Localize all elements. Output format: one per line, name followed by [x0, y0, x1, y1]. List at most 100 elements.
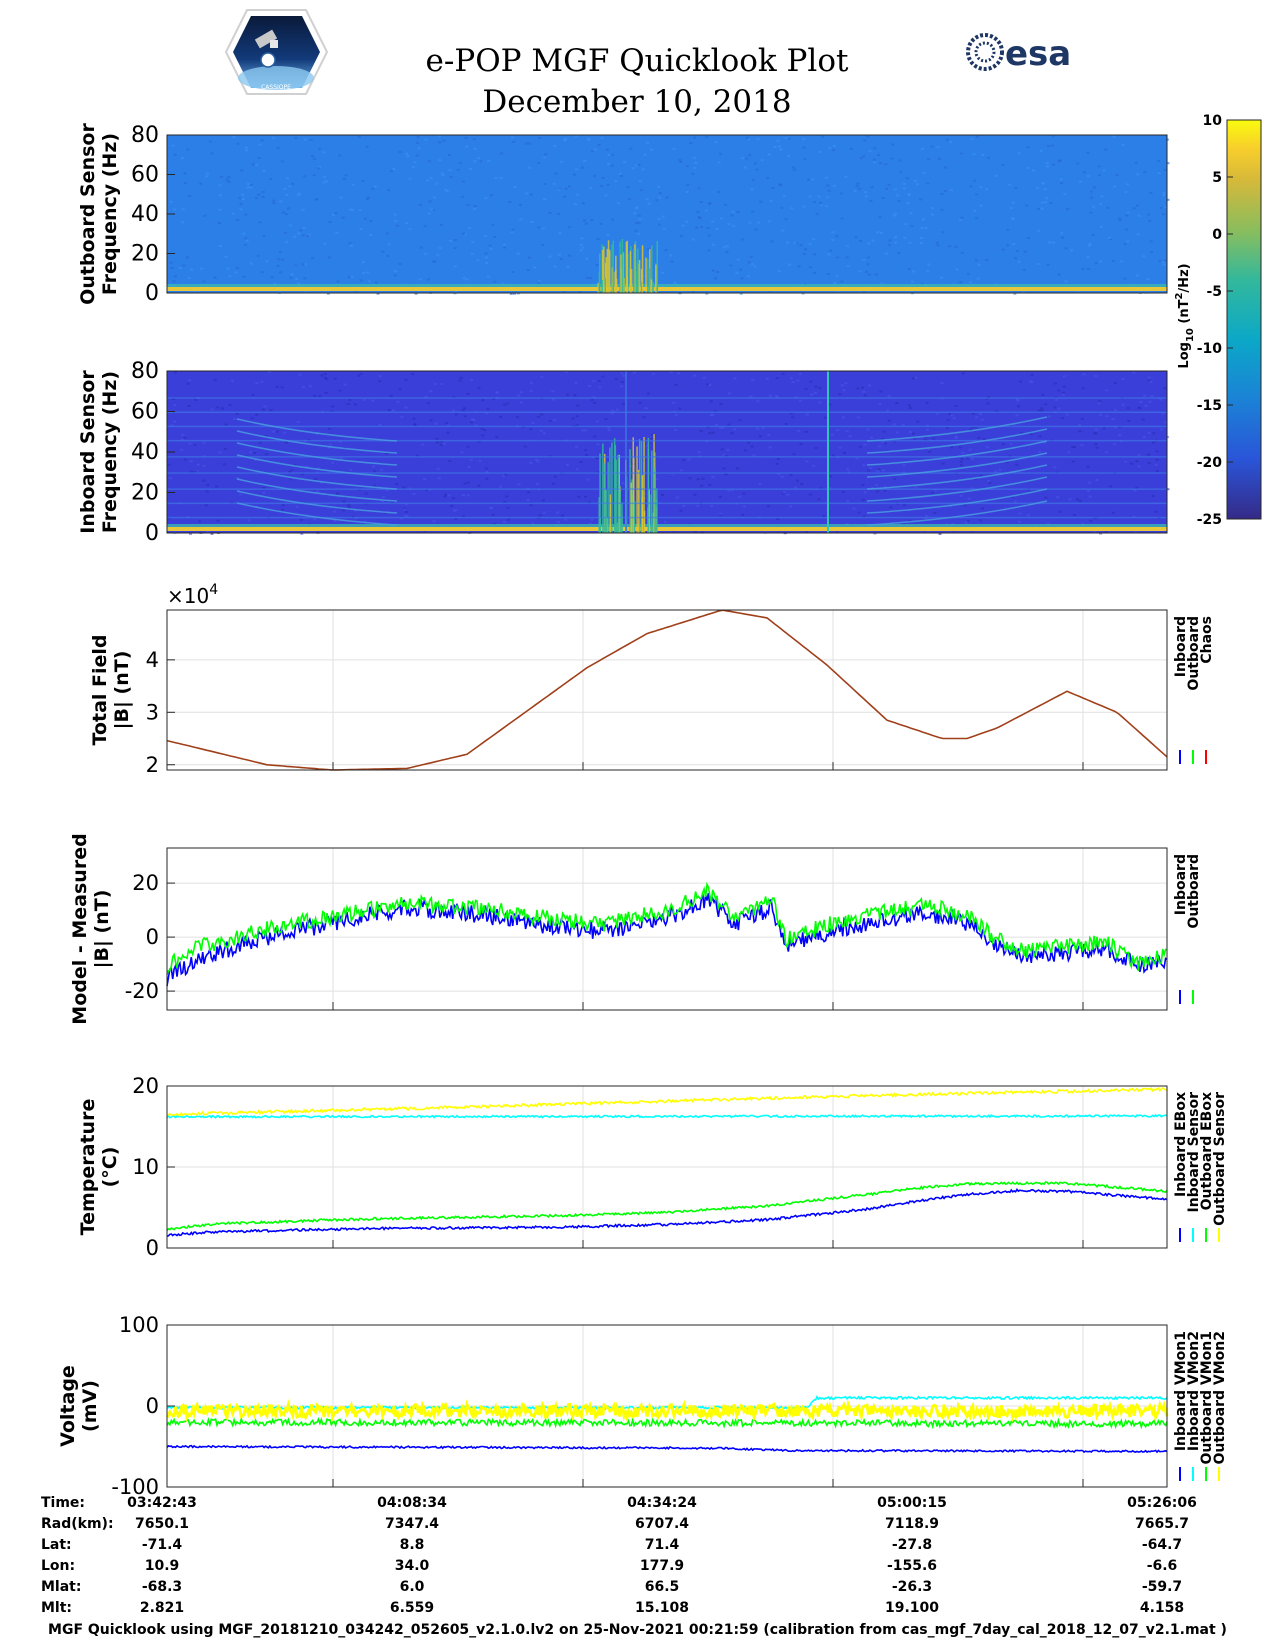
outboard-spectrogram-noise-cell [599, 222, 603, 225]
inboard-spectrogram-noise-cell [908, 519, 912, 522]
outboard-spectrogram-burst-stripe [619, 241, 621, 293]
inboard-spectrogram-noise-cell [1105, 451, 1108, 454]
inboard-tone-arc-left [236, 418, 398, 442]
inboard-spectrogram-noise-cell [1105, 415, 1109, 418]
outboard-spectrogram-noise-cell [470, 252, 474, 255]
inboard-spectrogram-noise-cell [893, 440, 896, 443]
outboard-spectrogram-noise-cell [1006, 228, 1010, 231]
inboard-spectrogram-noise-cell [221, 407, 224, 410]
total-field-legend-label-chaos: Chaos [1199, 616, 1215, 664]
outboard-spectrogram-noise-cell [689, 142, 693, 145]
inboard-spectrogram-noise-cell [597, 471, 601, 474]
outboard-spectrogram-noise-cell [693, 167, 697, 169]
orbit-cell: -26.3 [892, 1579, 932, 1595]
inboard-spectrogram-noise-cell [644, 407, 648, 410]
inboard-spectrogram-noise-cell [964, 521, 968, 524]
outboard-spectrogram-noise-cell [916, 183, 919, 186]
inboard-spectrogram-noise-cell [173, 420, 176, 423]
outboard-spectrogram-noise-cell [695, 226, 699, 229]
inboard-spectrogram-noise-cell [301, 386, 305, 389]
inboard-spectrogram-noise-cell [607, 426, 611, 429]
outboard-spectrogram-noise-cell [712, 243, 715, 246]
inboard-spectrogram-noise-cell [505, 495, 509, 498]
outboard-spectrogram-noise-cell [1124, 191, 1128, 194]
inboard-spectrogram-noise-cell [516, 416, 519, 419]
cassiope-logo-text: CASSIOPE [261, 84, 291, 91]
outboard-spectrogram-noise-cell [461, 195, 465, 198]
outboard-spectrogram-noise-cell [359, 228, 363, 231]
outboard-spectrogram-noise-cell [1036, 229, 1040, 232]
inboard-spectrogram-noise-cell [1127, 419, 1131, 422]
outboard-spectrogram-burst-stripe [645, 257, 647, 293]
outboard-spectrogram-noise-cell [741, 157, 745, 160]
inboard-spectrogram-noise-cell [1141, 418, 1145, 421]
outboard-spectrogram-noise-cell [398, 263, 402, 265]
outboard-spectrogram-noise-cell [418, 278, 422, 281]
outboard-spectrogram-noise-cell [436, 254, 440, 257]
outboard-spectrogram-noise-cell [1025, 204, 1029, 207]
inboard-tone-arc-right [866, 440, 1048, 466]
outboard-spectrogram-noise-cell [1026, 166, 1030, 169]
orbit-cell: 7650.1 [135, 1516, 189, 1532]
outboard-spectrogram-noise-cell [367, 280, 371, 283]
orbit-cell: -59.7 [1142, 1579, 1182, 1595]
inboard-spectrogram-noise-cell [440, 444, 444, 446]
outboard-spectrogram-noise-cell [693, 136, 697, 139]
outboard-spectrogram-noise-cell [374, 281, 378, 284]
outboard-spectrogram-noise-cell [491, 223, 495, 226]
outboard-spectrogram-noise-cell [327, 256, 331, 259]
outboard-spectrogram-noise-cell [365, 145, 369, 148]
outboard-spectrogram-noise-cell [318, 147, 322, 150]
inboard-spectrogram-noise-cell [305, 466, 309, 468]
inboard-spectrogram-noise-cell [908, 407, 912, 409]
inboard-spectrogram-noise-cell [317, 467, 320, 470]
outboard-spectrogram-noise-cell [1045, 162, 1049, 164]
inboard-spectrogram-noise-cell [1015, 398, 1019, 401]
outboard-spectrogram-noise-cell [484, 252, 488, 255]
orbit-cell: 19.100 [885, 1600, 939, 1616]
inboard-spectrogram-noise-cell [452, 409, 455, 412]
outboard-spectrogram-noise-cell [941, 231, 945, 234]
outboard-spectrogram-noise-cell [1099, 225, 1103, 228]
footer-caption: MGF Quicklook using MGF_20181210_034242_… [48, 1622, 1227, 1638]
orbit-row-label: Time: [41, 1495, 85, 1511]
inboard-spectrogram-noise-cell [610, 412, 614, 415]
outboard-spectrogram-noise-cell [257, 193, 261, 196]
outboard-spectrogram-noise-cell [1118, 219, 1122, 222]
outboard-spectrogram-noise-cell [907, 193, 911, 196]
outboard-spectrogram-noise-cell [960, 216, 964, 219]
inboard-spectrogram-burst-stripe [602, 443, 604, 533]
outboard-spectrogram-noise-cell [453, 247, 457, 250]
outboard-spectrogram-noise-cell [890, 157, 894, 160]
inboard-spectrogram-noise-cell [313, 518, 317, 521]
outboard-spectrogram-noise-cell [714, 141, 718, 144]
inboard-spectrogram-noise-cell [796, 429, 800, 432]
outboard-spectrogram-noise-cell [544, 153, 547, 156]
outboard-spectrogram-noise-cell [1086, 151, 1090, 154]
orbit-cell: 6707.4 [635, 1516, 689, 1532]
inboard-tone-arc-left [236, 490, 398, 514]
outboard-spectrogram-noise-cell [1066, 208, 1070, 211]
inboard-harmonic-line [167, 456, 1167, 458]
inboard-spectrogram-noise-cell [1095, 479, 1099, 481]
inboard-spectrogram-noise-cell [968, 448, 972, 451]
inboard-spectrogram-noise-cell [595, 457, 599, 460]
outboard-spectrogram-noise-cell [322, 181, 326, 184]
inboard-spectrogram-noise-cell [584, 429, 588, 432]
outboard-spectrogram-noise-cell [891, 143, 895, 146]
inboard-spectrogram-noise-cell [481, 434, 485, 437]
inboard-spectrogram-noise-cell [1112, 443, 1116, 446]
outboard-spectrogram-noise-cell [258, 143, 262, 146]
outboard-spectrogram-noise-cell [183, 182, 187, 185]
outboard-spectrogram-noise-cell [277, 258, 281, 261]
inboard-spectrogram-noise-cell [963, 504, 967, 507]
outboard-spectrogram-burst-stripe [647, 258, 649, 293]
inboard-spectrogram-noise-cell [1166, 488, 1170, 491]
inboard-spectrogram-burst-stripe [637, 469, 640, 533]
inboard-spectrogram-noise-cell [194, 470, 197, 473]
outboard-spectrogram-noise-cell [966, 272, 970, 275]
inboard-spectrogram-noise-cell [946, 419, 950, 422]
outboard-spectrogram-noise-cell [782, 195, 786, 198]
inboard-spectrogram-burst-stripe [616, 522, 619, 533]
outboard-spectrogram-noise-cell [825, 196, 829, 199]
